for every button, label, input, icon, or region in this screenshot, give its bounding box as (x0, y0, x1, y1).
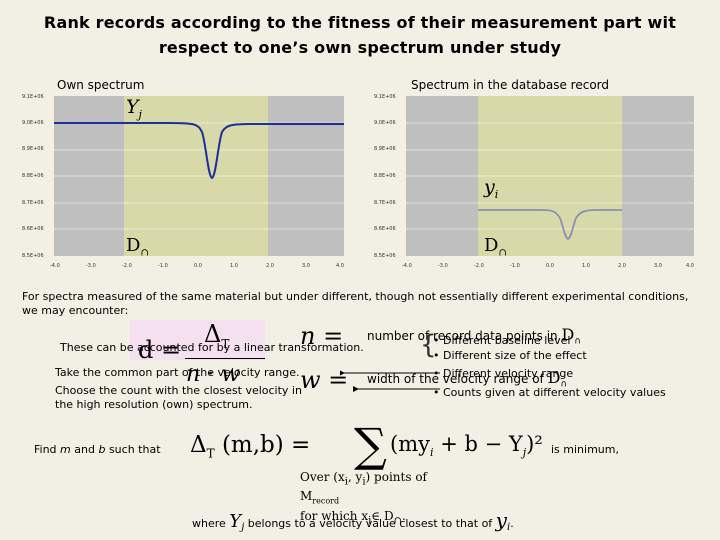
y-tick-labels: 9.1E+06 9.0E+06 8.9E+06 8.8E+06 8.7E+06 … (374, 94, 396, 259)
own-spectrum-label: Own spectrum (57, 78, 145, 92)
bullet-2: • Different velocity range (433, 367, 574, 380)
y-tick-2: 8.9E+06 (22, 146, 44, 152)
own-spectrum-plot: 9.1E+06 9.0E+06 8.9E+06 8.8E+06 8.7E+06 … (20, 92, 350, 274)
y-tick-6: 8.5E+06 (22, 253, 44, 259)
x-tick-4: 0.0 (194, 263, 202, 269)
x-tick-7: 3.0 (302, 263, 310, 269)
database-spectrum-plot: 9.1E+06 9.0E+06 8.9E+06 8.8E+06 8.7E+06 … (372, 92, 702, 274)
x-tick-1: -3.0 (438, 263, 448, 269)
bullet-0: • Different baseline level (433, 334, 571, 347)
x-tick-4: 0.0 (546, 263, 554, 269)
own-spectrum-svg: 9.1E+06 9.0E+06 8.9E+06 8.8E+06 8.7E+06 … (22, 94, 344, 269)
x-tick-8: 4.0 (686, 263, 694, 269)
linear-transform-text: These can be accounted for by a linear t… (60, 341, 364, 354)
y-tick-5: 8.6E+06 (374, 226, 396, 232)
bullet-brace: { (420, 330, 437, 360)
def-n-text: number of record data points in D∩ (367, 325, 581, 347)
bullet-3: • Counts given at different velocity val… (433, 386, 666, 399)
def-w-text: width of the velocity range of D∩ (367, 368, 568, 390)
own-region-label: D∩ (126, 235, 149, 259)
database-spectrum-label: Spectrum in the database record (411, 78, 610, 92)
objective-summand: (myi + b − Yj)² (390, 432, 543, 460)
x-tick-labels: -4.0 -3.0 -2.0 -1.0 0.0 1.0 2.0 3.0 4.0 (402, 263, 694, 269)
is-minimum-text: is minimum, (551, 443, 619, 456)
y-tick-1: 9.0E+06 (374, 120, 396, 126)
y-tick-3: 8.8E+06 (374, 173, 396, 179)
intro-paragraph: For spectra measured of the same materia… (22, 290, 689, 317)
choose-line-2: the high resolution (own) spectrum. (55, 398, 253, 411)
sum-symbol: ∑ (354, 418, 387, 472)
x-tick-6: 2.0 (618, 263, 626, 269)
y-tick-labels: 9.1E+06 9.0E+06 8.9E+06 8.8E+06 8.7E+06 … (22, 94, 44, 259)
x-tick-7: 3.0 (654, 263, 662, 269)
y-tick-4: 8.7E+06 (374, 200, 396, 206)
x-tick-0: -4.0 (50, 263, 60, 269)
slide-title-line2: respect to one’s own spectrum under stud… (158, 38, 562, 57)
y-tick-5: 8.6E+06 (22, 226, 44, 232)
formula-denominator: n · w (186, 362, 240, 387)
where-clause: where Yj belongs to a velocity value clo… (192, 508, 514, 534)
y-tick-0: 9.1E+06 (374, 94, 396, 100)
y-tick-0: 9.1E+06 (22, 94, 44, 100)
y-tick-2: 8.9E+06 (374, 146, 396, 152)
y-tick-3: 8.8E+06 (22, 173, 44, 179)
grid (406, 122, 694, 230)
slide-title-line1: Rank records according to the fitness of… (43, 13, 677, 32)
formula-highlight (130, 320, 265, 360)
db-region-label: D∩ (484, 235, 507, 259)
x-tick-5: 1.0 (582, 263, 590, 269)
x-tick-0: -4.0 (402, 263, 412, 269)
x-tick-1: -3.0 (86, 263, 96, 269)
y-tick-4: 8.7E+06 (22, 200, 44, 206)
formula-delta: ΔT (204, 320, 230, 351)
x-tick-labels: -4.0 -3.0 -2.0 -1.0 0.0 1.0 2.0 3.0 4.0 (50, 263, 344, 269)
find-text: Find m and b such that (34, 443, 161, 456)
x-tick-2: -2.0 (122, 263, 132, 269)
own-spectrum-line (54, 122, 344, 180)
sum-caption: Over (xi, yi) points of Mrecord for whic… (300, 470, 427, 527)
bullet-1: • Different size of the effect (433, 349, 587, 362)
fraction-bar (185, 358, 265, 359)
database-spectrum-svg: 9.1E+06 9.0E+06 8.9E+06 8.8E+06 8.7E+06 … (374, 94, 694, 269)
x-tick-8: 4.0 (336, 263, 344, 269)
arrows (340, 370, 440, 392)
y-tick-6: 8.5E+06 (374, 253, 396, 259)
common-part-text: Take the common part of the velocity ran… (55, 366, 300, 379)
db-var-label: yi (484, 176, 499, 201)
y-tick-1: 9.0E+06 (22, 120, 44, 126)
formula-d: d = (138, 336, 182, 364)
x-tick-2: -2.0 (474, 263, 484, 269)
own-var-label: Yj (126, 96, 142, 121)
x-tick-3: -1.0 (510, 263, 520, 269)
database-spectrum-line (478, 209, 622, 240)
def-n: n = (300, 322, 344, 350)
choose-line-1: Choose the count with the closest veloci… (55, 384, 302, 397)
x-tick-3: -1.0 (158, 263, 168, 269)
x-tick-6: 2.0 (266, 263, 274, 269)
objective-lhs: ΔT (m,b) = (190, 432, 311, 461)
x-tick-5: 1.0 (230, 263, 238, 269)
